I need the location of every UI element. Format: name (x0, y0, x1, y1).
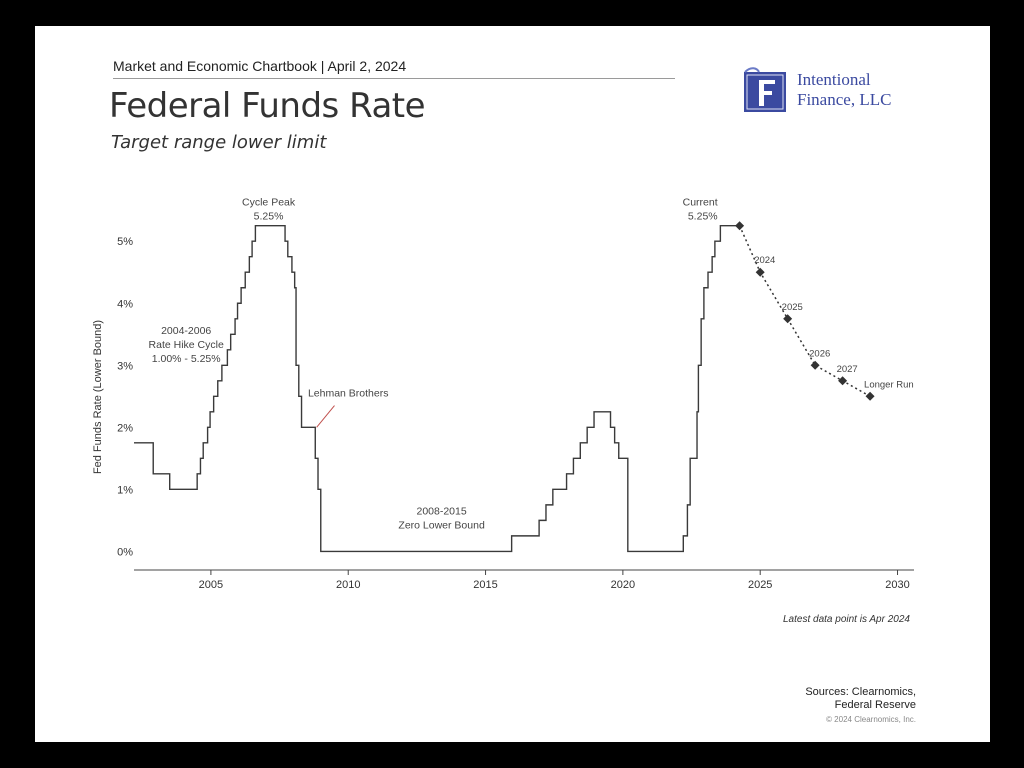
projection-dotted-line (738, 225, 871, 397)
sources-line-1: Sources: Clearnomics, (805, 686, 916, 698)
projection-point (865, 391, 875, 401)
projection-point (783, 314, 793, 324)
annotation-current: Current (683, 197, 718, 209)
y-tick-label: 3% (117, 360, 133, 372)
projection-label: 2026 (809, 348, 830, 359)
annotation-current: 5.25% (688, 211, 718, 223)
annotation-hike-cycle: 2004-2006 (161, 325, 211, 337)
latest-data-note: Latest data point is Apr 2024 (783, 614, 910, 625)
annotation-lehman: Lehman Brothers (308, 387, 389, 399)
x-tick-label: 2010 (336, 579, 360, 591)
fed-funds-step-line (134, 225, 740, 553)
y-tick-label: 4% (117, 298, 133, 310)
annotation-cycle-peak: 5.25% (254, 211, 284, 223)
x-tick-label: 2030 (885, 579, 909, 591)
y-tick-label: 2% (117, 422, 133, 434)
lehman-pointer-line (316, 405, 335, 428)
logo-line-1: Intentional (797, 70, 871, 89)
projection-label: 2024 (754, 255, 775, 266)
x-tick-label: 2005 (199, 579, 223, 591)
projection-label: 2025 (782, 302, 803, 313)
x-tick-label: 2020 (611, 579, 635, 591)
y-axis-title: Fed Funds Rate (Lower Bound) (92, 320, 104, 474)
y-tick-label: 1% (117, 484, 133, 496)
f-crest-icon (744, 67, 786, 112)
projection-point (838, 376, 848, 386)
projection-label: Longer Run (864, 379, 914, 390)
copyright: © 2024 Clearnomics, Inc. (826, 715, 916, 724)
projection-point (810, 360, 820, 370)
annotation-cycle-peak: Cycle Peak (242, 197, 296, 209)
chartbook-kicker: Market and Economic Chartbook | April 2,… (113, 58, 407, 74)
logo-line-2: Finance, LLC (797, 90, 892, 109)
sources-line-2: Federal Reserve (834, 699, 916, 711)
projection-point (735, 221, 745, 231)
page-subtitle: Target range lower limit (111, 132, 327, 153)
y-tick-label: 5% (117, 236, 133, 248)
x-tick-label: 2025 (748, 579, 772, 591)
projection-point (755, 267, 765, 277)
annotation-hike-cycle: 1.00% - 5.25% (152, 353, 221, 365)
annotation-zero-bound: 2008-2015 (416, 505, 466, 517)
company-logo: Intentional Finance, LLC (741, 64, 901, 118)
chart-slide: Market and Economic Chartbook | April 2,… (35, 26, 990, 742)
header-rule (113, 78, 675, 79)
annotation-zero-bound: Zero Lower Bound (398, 519, 485, 531)
y-tick-label: 0% (117, 546, 133, 558)
x-tick-label: 2015 (473, 579, 497, 591)
page-title: Federal Funds Rate (109, 86, 426, 126)
projection-label: 2027 (837, 364, 858, 375)
fed-funds-chart: 2005 2010 2015 2020 2025 2030 0% 1% 2% 3% 4% 5% Fed … (92, 197, 914, 591)
annotation-hike-cycle: Rate Hike Cycle (149, 339, 224, 351)
